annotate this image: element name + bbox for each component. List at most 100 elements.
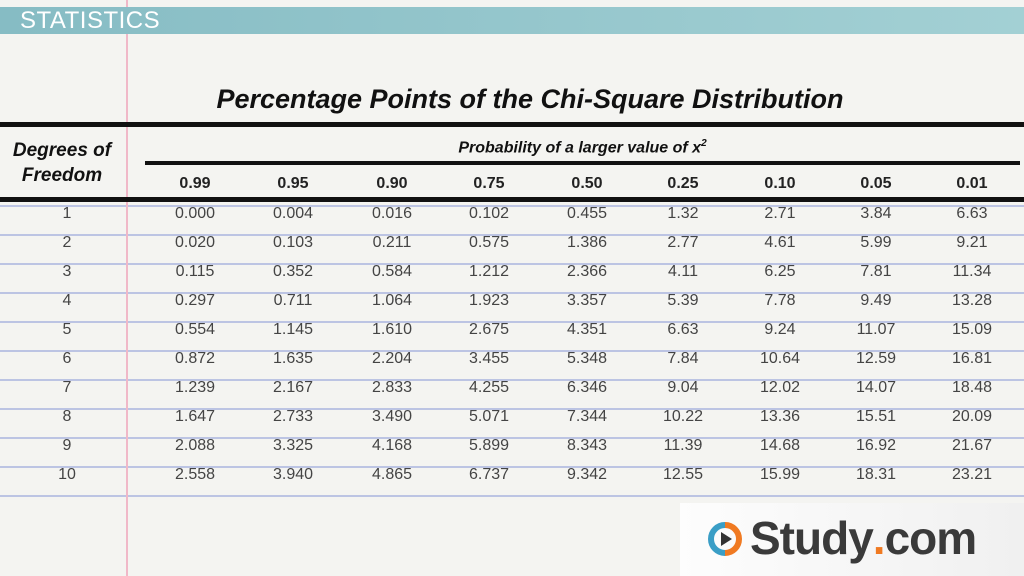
column-header: 0.25 [667, 175, 699, 192]
page-title: Percentage Points of the Chi-Square Dist… [216, 84, 844, 114]
table-cell: 4.11 [668, 263, 698, 280]
table-cell: 8.343 [566, 437, 608, 454]
table-cell: 0.004 [272, 205, 314, 222]
table-cell: 0.000 [174, 205, 216, 222]
column-header: 0.01 [956, 175, 988, 192]
table-cell: 15.99 [759, 466, 801, 483]
ruled-line [0, 437, 1024, 439]
table-cell: 2.733 [272, 408, 314, 425]
table-cell: 5.99 [860, 234, 892, 251]
table-cell: 9.04 [667, 379, 699, 396]
table-cell: 14.07 [855, 379, 897, 396]
table-cell: 2.167 [272, 379, 314, 396]
table-cell: 0.020 [174, 234, 216, 251]
table-cell: 0.575 [468, 234, 510, 251]
table-cell: 5.899 [468, 437, 510, 454]
table-cell: 2.366 [566, 263, 608, 280]
table-cell: 5.348 [566, 350, 608, 367]
table-cell: 6.737 [468, 466, 510, 483]
table-cell: 18.48 [951, 379, 993, 396]
table-cell: 12.02 [759, 379, 801, 396]
table-cell: 21.67 [951, 437, 993, 454]
table-cell: 0.872 [174, 350, 216, 367]
table-cell: 15.51 [855, 408, 897, 425]
table-cell: 6.63 [956, 205, 988, 222]
table-cell: 11.34 [952, 263, 992, 280]
group-header: Probability of a larger value of x2 [145, 138, 1020, 157]
table-cell: 3.357 [566, 292, 608, 309]
table-cell: 4.255 [468, 379, 510, 396]
table-cell: 9.24 [764, 321, 796, 338]
table-cell: 6.346 [566, 379, 608, 396]
table-cell: 14.68 [759, 437, 801, 454]
ruled-line [0, 234, 1024, 236]
ruled-line [0, 292, 1024, 294]
table-cell: 6.63 [667, 321, 699, 338]
table-cell: 10.22 [662, 408, 704, 425]
table-cell: 1.386 [566, 234, 608, 251]
ruled-line [0, 263, 1024, 265]
table-cell: 2.833 [371, 379, 413, 396]
table-cell: 3.84 [860, 205, 892, 222]
group-header-underline [145, 161, 1020, 165]
row-header-line: Degrees of [12, 140, 112, 161]
table-cell: 5.071 [468, 408, 510, 425]
ruled-line [0, 379, 1024, 381]
table-cell: 13.36 [759, 408, 801, 425]
table-cell: 9.21 [956, 234, 988, 251]
column-header: 0.05 [860, 175, 892, 192]
table-cell: 11.39 [663, 437, 703, 454]
topic-banner: STATISTICS [0, 7, 1024, 34]
table-cell: 0.554 [174, 321, 216, 338]
table-cell: 0.103 [272, 234, 314, 251]
table-cell: 11.07 [856, 321, 896, 338]
table-cell: 0.102 [468, 205, 510, 222]
table-top-border [0, 122, 1024, 127]
table-cell: 1.064 [371, 292, 413, 309]
ruled-line [0, 350, 1024, 352]
play-icon [708, 522, 742, 556]
degrees-of-freedom-cell: 6 [62, 350, 72, 367]
column-header: 0.50 [571, 175, 603, 192]
table-cell: 0.016 [371, 205, 413, 222]
table-cell: 12.55 [662, 466, 704, 483]
table-cell: 6.25 [764, 263, 796, 280]
table-cell: 2.675 [468, 321, 510, 338]
degrees-of-freedom-cell: 8 [62, 408, 72, 425]
table-cell: 4.351 [566, 321, 608, 338]
ruled-line [0, 466, 1024, 468]
logo-text: Study [750, 512, 874, 564]
degrees-of-freedom-cell: 3 [62, 263, 72, 280]
table-cell: 1.239 [174, 379, 216, 396]
table-cell: 0.584 [371, 263, 413, 280]
degrees-of-freedom-cell: 4 [62, 292, 72, 309]
table-cell: 1.647 [174, 408, 216, 425]
table-cell: 1.212 [468, 263, 510, 280]
group-header-text: Probability of a larger value of x [458, 139, 702, 157]
table-cell: 15.09 [951, 321, 993, 338]
logo-text-tail: com [884, 512, 978, 564]
table-cell: 3.490 [371, 408, 413, 425]
degrees-of-freedom-cell: 2 [62, 234, 72, 251]
table-cell: 3.325 [272, 437, 314, 454]
table-cell: 7.344 [566, 408, 608, 425]
table-cell: 0.455 [566, 205, 608, 222]
table-cell: 1.32 [667, 205, 699, 222]
degrees-of-freedom-cell: 10 [58, 466, 76, 483]
column-header: 0.95 [277, 175, 309, 192]
degrees-of-freedom-cell: 9 [62, 437, 72, 454]
column-header: 0.99 [179, 175, 211, 192]
table-cell: 1.610 [371, 321, 413, 338]
table-cell: 9.342 [566, 466, 608, 483]
table-cell: 9.49 [860, 292, 892, 309]
table-cell: 2.558 [174, 466, 216, 483]
table-cell: 16.92 [855, 437, 897, 454]
table-cell: 7.78 [764, 292, 796, 309]
degrees-of-freedom-cell: 5 [62, 321, 72, 338]
column-header: 0.75 [473, 175, 505, 192]
table-cell: 2.77 [667, 234, 699, 251]
table-cell: 1.145 [272, 321, 314, 338]
table-cell: 3.940 [272, 466, 314, 483]
degrees-of-freedom-cell: 7 [62, 379, 72, 396]
table-cell: 3.455 [468, 350, 510, 367]
